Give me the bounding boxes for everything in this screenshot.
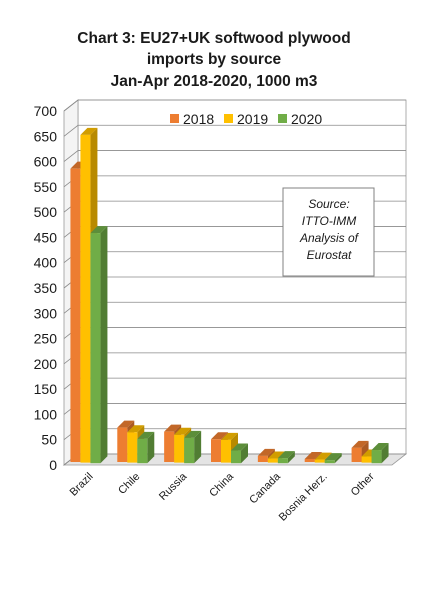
y-tick-label-500: 500 <box>34 204 58 220</box>
y-tick-label-400: 400 <box>34 255 58 271</box>
y-tick-label-700: 700 <box>34 103 58 119</box>
legend-label-2018: 2018 <box>183 111 214 127</box>
source-annotation: Source: ITTO-IMM Analysis of Eurostat <box>282 187 375 277</box>
bar-china-2020 <box>231 443 248 464</box>
chart-title-line-3: Jan-Apr 2018-2020, 1000 m3 <box>111 73 318 90</box>
legend: 2018 2019 2020 <box>170 111 322 127</box>
gridline-650 <box>63 124 406 137</box>
chart-walls <box>62 99 408 466</box>
y-tick-label-100: 100 <box>34 406 58 422</box>
y-tick-label-250: 250 <box>34 331 58 347</box>
legend-swatch-2018 <box>170 114 179 123</box>
legend-label-2020: 2020 <box>291 111 322 127</box>
y-tick-label-0: 0 <box>49 457 57 473</box>
bars <box>70 127 389 464</box>
bar-brazil-2020 <box>90 226 108 464</box>
legend-swatch-2019 <box>224 114 233 123</box>
source-annotation-line-1: Source: <box>308 197 349 211</box>
legend-swatch-2020 <box>278 114 287 123</box>
bar-chile-2020 <box>137 431 155 464</box>
category-label-china: China <box>207 470 236 499</box>
source-annotation-line-4: Eurostat <box>307 248 352 262</box>
y-axis-tick-labels: 0 50 100 150 200 250 300 350 400 450 500 550 600 650 7… <box>34 103 58 473</box>
y-tick-label-300: 300 <box>34 305 58 321</box>
y-tick-label-150: 150 <box>34 381 58 397</box>
legend-label-2019: 2019 <box>237 111 268 127</box>
y-tick-label-650: 650 <box>34 128 58 144</box>
bar-other-2020 <box>371 443 389 464</box>
y-tick-label-200: 200 <box>34 356 58 372</box>
source-annotation-line-3: Analysis of <box>299 231 360 245</box>
chart-title: Chart 3: EU27+UK softwood plywood import… <box>77 30 350 90</box>
category-label-other: Other <box>349 470 377 498</box>
source-annotation-box <box>282 187 375 277</box>
y-tick-label-350: 350 <box>34 280 58 296</box>
category-label-chile: Chile <box>116 471 142 497</box>
bar-russia-2020 <box>184 430 202 464</box>
chart-title-line-1: Chart 3: EU27+UK softwood plywood <box>77 30 350 47</box>
gridline-700 <box>63 99 406 112</box>
category-label-russia: Russia <box>157 470 190 503</box>
y-tick-label-600: 600 <box>34 154 58 170</box>
category-label-brazil: Brazil <box>68 471 96 499</box>
y-tick-label-450: 450 <box>34 229 58 245</box>
y-tick-label-550: 550 <box>34 179 58 195</box>
source-annotation-line-2: ITTO-IMM <box>302 214 356 228</box>
gridline-600 <box>63 150 406 162</box>
y-tick-label-50: 50 <box>41 432 57 448</box>
category-label-bosnia-herz-: Bosnia Herz. <box>277 471 330 524</box>
category-label-canada: Canada <box>247 470 283 506</box>
bar-bosnia-herz--2020 <box>324 453 342 464</box>
chart-title-line-2: imports by source <box>147 51 282 68</box>
bar-canada-2020 <box>277 451 295 464</box>
